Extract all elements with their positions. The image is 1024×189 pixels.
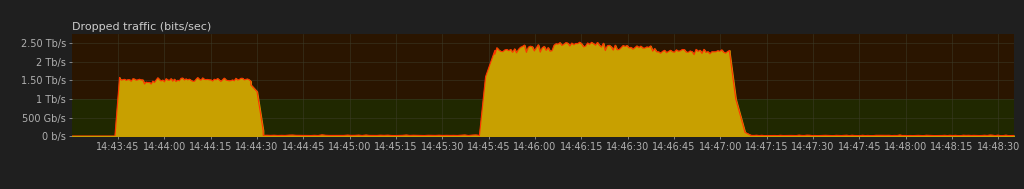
Bar (72, 99, 1014, 136)
Text: Dropped traffic (bits/sec): Dropped traffic (bits/sec) (72, 22, 211, 32)
Bar (72, 34, 1014, 99)
